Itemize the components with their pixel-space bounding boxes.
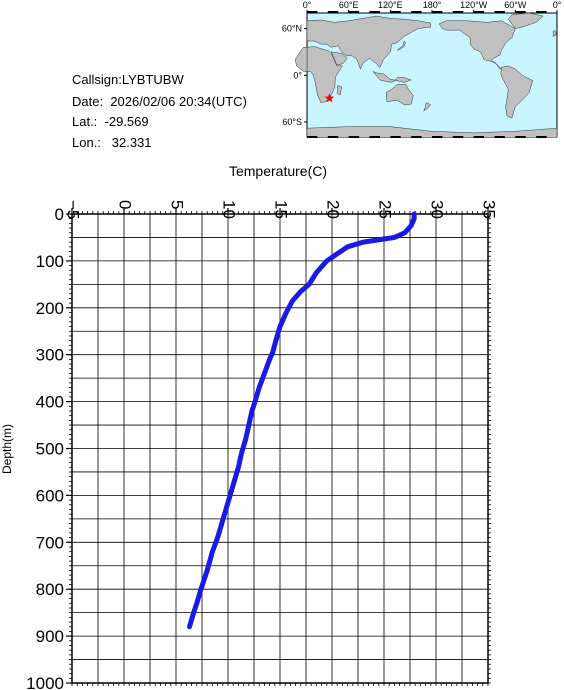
map-frame-segment [348, 11, 360, 13]
map-frame-segment [473, 11, 485, 13]
map-frame-segment [390, 11, 401, 13]
lat-value: -29.569 [104, 114, 149, 129]
map-lon-tick-label: 120°W [460, 0, 488, 10]
map-frame-segment [327, 136, 339, 138]
map-frame-segment [494, 136, 505, 138]
map-lon-tick-label: 0° [303, 0, 312, 10]
map-lon-tick-label: 120°E [378, 0, 403, 10]
y-tick-label: 900 [36, 627, 64, 646]
land-polygon [337, 85, 343, 96]
map-frame-segment [432, 11, 443, 13]
date-label: Date: [72, 94, 104, 109]
x-tick-label: −5 [64, 200, 83, 219]
map-frame-segment [536, 11, 547, 13]
map-frame-segment [307, 11, 318, 13]
land-polygon [508, 12, 544, 29]
land-polygon [306, 15, 431, 70]
map-frame-segment [411, 136, 422, 138]
land-polygon [500, 65, 533, 119]
map-frame-segment [327, 11, 339, 13]
map-lon-tick-label: 180° [423, 0, 442, 10]
lat-label: Lat.: [72, 114, 98, 129]
map-frame-segment [432, 136, 443, 138]
map-frame-segment [473, 136, 485, 138]
land-polygon [330, 51, 348, 66]
date-value: 2026/02/06 20:34(UTC) [110, 94, 247, 109]
x-tick-label: 0 [116, 200, 135, 209]
map-frame-segment [390, 136, 401, 138]
y-tick-label: 200 [36, 299, 64, 318]
lon-row: Lon.: 32.331 [72, 136, 152, 150]
map-frame-segment [515, 11, 526, 13]
land-polygon [294, 47, 308, 72]
lon-label: Lon.: [72, 135, 101, 150]
map-lat-tick-label: 60°S [282, 117, 302, 127]
y-tick-label: 600 [36, 486, 64, 505]
lon-value: 32.331 [111, 135, 152, 150]
land-polygon [490, 61, 503, 70]
y-tick-label: 800 [36, 580, 64, 599]
land-polygon [423, 102, 432, 112]
temperature-profile-line [187, 211, 417, 630]
x-axis-label: Temperature(C) [229, 163, 327, 179]
map-lat-tick-label: 0° [293, 70, 302, 80]
callsign-row: Callsign:LYBTUBW [72, 73, 184, 87]
y-axis-label: Depth(m) [0, 424, 14, 474]
map-frame-segment [307, 136, 318, 138]
map-frame-segment [515, 136, 526, 138]
y-tick-label: 700 [36, 533, 64, 552]
map-frame-segment [494, 11, 505, 13]
x-tick-label: 30 [428, 200, 447, 219]
x-tick-label: 10 [220, 200, 239, 219]
x-tick-label: 35 [480, 200, 499, 219]
callsign-label: Callsign: [72, 72, 122, 87]
map-lon-tick-label: 0° [553, 0, 562, 10]
x-tick-label: 15 [272, 200, 291, 219]
station-marker-icon [324, 93, 335, 103]
map-land [294, 12, 558, 138]
callsign-value: LYBTUBW [121, 72, 184, 87]
land-polygon [385, 83, 414, 106]
y-tick-label: 300 [36, 346, 64, 365]
map-frame-segment [411, 11, 422, 13]
land-polygon [552, 29, 557, 37]
y-tick-label: 400 [36, 393, 64, 412]
map-lat-tick-label: 60°N [282, 24, 302, 34]
y-tick-label: 1000 [26, 674, 64, 690]
land-polygon [438, 20, 516, 62]
y-tick-label: 0 [55, 205, 64, 224]
x-tick-label: 5 [168, 200, 187, 209]
map-frame-segment [452, 11, 464, 13]
map-frame-segment [348, 136, 360, 138]
map-lon-tick-label: 60°E [339, 0, 359, 10]
y-tick-label: 100 [36, 252, 64, 271]
x-tick-label: 25 [376, 200, 395, 219]
y-tick-label: 500 [36, 440, 64, 459]
map-lon-tick-label: 60°W [504, 0, 527, 10]
lat-row: Lat.: -29.569 [72, 115, 149, 129]
date-row: Date: 2026/02/06 20:34(UTC) [72, 95, 247, 109]
x-tick-label: 20 [324, 200, 343, 219]
land-polygon [372, 71, 412, 83]
map-frame-segment [369, 11, 380, 13]
map-frame-segment [369, 136, 380, 138]
map-frame-segment [536, 136, 547, 138]
land-polygon [397, 40, 406, 51]
map-frame-segment [452, 136, 464, 138]
